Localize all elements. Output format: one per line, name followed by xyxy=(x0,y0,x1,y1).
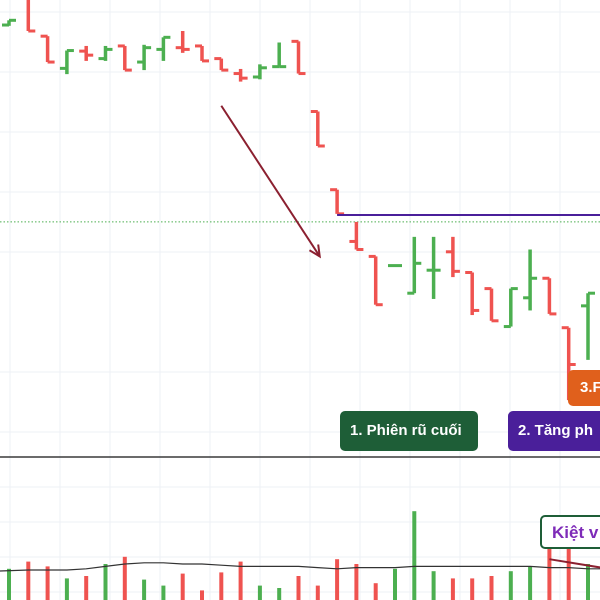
price-bar xyxy=(40,34,55,64)
volume-bar xyxy=(142,579,147,600)
price-bar xyxy=(252,64,267,80)
price-bar xyxy=(137,44,152,71)
volume-bar xyxy=(373,583,378,600)
price-bar xyxy=(445,236,460,278)
volume-bars xyxy=(7,511,590,600)
volume-bar xyxy=(315,585,320,600)
volume-bar xyxy=(238,561,243,600)
volume-bar xyxy=(528,566,533,600)
price-bar xyxy=(581,291,595,360)
downtrend-arrow-head xyxy=(308,244,321,259)
downtrend-arrow xyxy=(220,105,321,259)
volume-bar xyxy=(122,556,127,600)
price-bar xyxy=(156,35,171,61)
volume-bar xyxy=(277,588,282,600)
price-bar xyxy=(503,287,518,329)
price-bar xyxy=(272,42,287,69)
volume-trend-line xyxy=(549,558,600,569)
annotation-rally: 2. Tăng ph xyxy=(508,411,600,451)
annotation-final-shakeout: 1. Phiên rũ cuối xyxy=(340,411,478,451)
annotation-step-3: 3.F xyxy=(568,370,600,406)
volume-bar xyxy=(257,585,262,600)
price-bar xyxy=(407,236,422,295)
price-bar xyxy=(175,31,190,53)
price-bar xyxy=(79,45,94,61)
price-bar xyxy=(484,287,499,323)
volume-bar xyxy=(431,571,436,600)
price-bar xyxy=(98,45,113,61)
price-bar xyxy=(426,236,441,299)
volume-bar xyxy=(489,576,494,600)
volume-bar xyxy=(180,573,185,600)
volume-bar xyxy=(354,564,359,600)
volume-bar xyxy=(335,559,340,600)
price-bar xyxy=(542,276,557,316)
price-bar xyxy=(195,44,209,63)
price-bar xyxy=(59,49,74,75)
volume-bar xyxy=(586,564,590,600)
volume-bar xyxy=(412,511,417,600)
volume-bar xyxy=(84,576,89,600)
price-bar xyxy=(330,188,345,216)
price-bar xyxy=(26,0,36,33)
price-bar xyxy=(117,44,132,72)
price-bar xyxy=(214,57,229,72)
volume-bar xyxy=(470,578,475,600)
annotation-volume-dryup: Kiệt v xyxy=(540,515,600,549)
volume-bar xyxy=(547,544,552,600)
volume-trend-segment xyxy=(549,558,600,569)
price-bar xyxy=(368,254,383,307)
volume-moving-average xyxy=(0,562,600,572)
volume-bar xyxy=(64,578,69,600)
volume-bar xyxy=(508,571,513,600)
price-bar xyxy=(233,68,248,82)
price-bar xyxy=(291,39,306,76)
volume-bar xyxy=(45,566,50,600)
volume-bar xyxy=(450,578,455,600)
volume-bar xyxy=(219,572,224,600)
price-bar xyxy=(349,221,364,251)
volume-bar xyxy=(161,585,166,600)
price-bar xyxy=(523,249,538,311)
volume-bar xyxy=(393,568,397,600)
volume-ma-line xyxy=(0,562,600,572)
downtrend-arrow-shaft xyxy=(220,105,321,257)
price-bar xyxy=(465,271,480,316)
price-bar xyxy=(310,110,325,148)
volume-bar xyxy=(200,590,204,600)
volume-bar xyxy=(296,576,301,600)
volume-bar xyxy=(103,564,108,600)
price-bar xyxy=(2,18,16,27)
volume-bar xyxy=(26,561,31,600)
volume-bar xyxy=(7,568,11,600)
